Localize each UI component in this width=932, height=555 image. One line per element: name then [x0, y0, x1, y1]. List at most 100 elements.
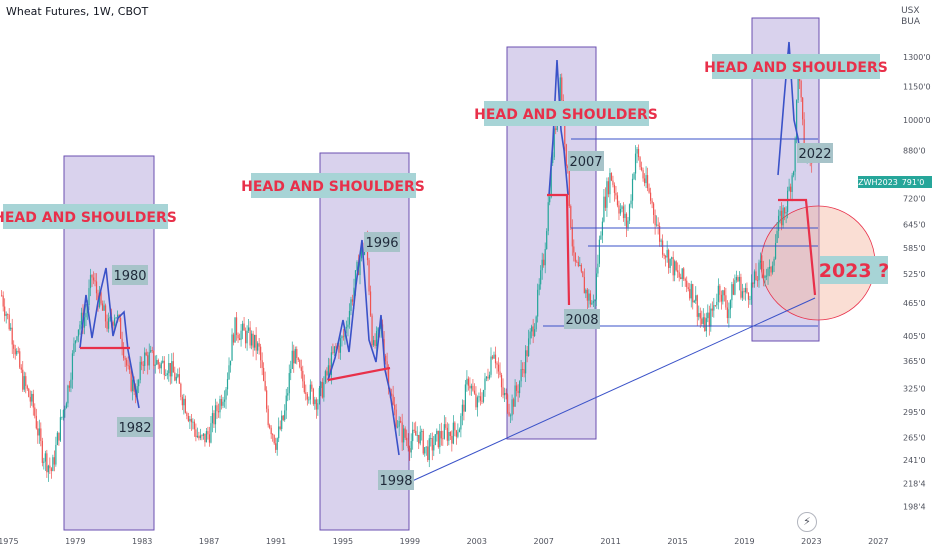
candle-body: [293, 350, 295, 364]
candle-body: [80, 312, 83, 325]
year-label-1982: 1982: [118, 421, 151, 436]
candle-body: [684, 278, 686, 281]
candle-body: [595, 273, 597, 300]
candle-body: [758, 262, 760, 281]
candle-body: [646, 175, 649, 189]
candle-body: [683, 268, 685, 279]
candle-body: [372, 340, 375, 346]
candle-body: [430, 438, 432, 439]
candle-body: [416, 434, 418, 436]
candle-body: [311, 384, 313, 389]
candle-body: [488, 374, 491, 379]
neckline-2008: [547, 193, 571, 306]
currency-line-1: USX: [901, 6, 920, 16]
candle-body: [335, 346, 337, 348]
candle-body: [101, 303, 104, 311]
candle-body: [668, 250, 670, 268]
candle-body: [284, 410, 286, 420]
candle-body: [514, 385, 516, 407]
candle-body: [107, 318, 110, 329]
candle-body: [252, 333, 254, 348]
candle-body: [88, 288, 90, 306]
candle-body: [92, 277, 95, 281]
candle-body: [693, 300, 695, 303]
candle-body: [615, 192, 617, 196]
candle-body: [738, 276, 741, 282]
candle-body: [306, 394, 308, 400]
candle-body: [65, 403, 68, 409]
time-axis[interactable]: 1975 1979 1983 1987 1991 1995 1999 2003 2007 2011…: [0, 537, 888, 546]
candle-body: [14, 348, 16, 355]
candle-body: [443, 424, 445, 439]
candle-body: [552, 157, 554, 163]
candle-body: [744, 288, 747, 293]
candle-body: [199, 435, 202, 439]
candle-body: [577, 262, 579, 267]
candle-body: [725, 295, 727, 308]
candle-body: [704, 317, 706, 332]
candle-body: [464, 384, 466, 412]
candle-body: [451, 435, 453, 444]
candle-body: [589, 293, 591, 305]
candle-body: [159, 364, 161, 369]
candle-body: [612, 180, 614, 185]
candle-body: [38, 428, 40, 436]
candle-body: [171, 361, 173, 377]
candle-body: [67, 385, 69, 404]
candle-body: [520, 369, 522, 382]
candle-body: [189, 418, 191, 422]
candle-body: [369, 291, 372, 316]
candle-body: [220, 399, 223, 406]
candle-body: [610, 172, 613, 181]
candle-body: [526, 350, 528, 357]
candle-body: [321, 382, 323, 398]
lightning-icon[interactable]: ⚡: [797, 512, 817, 532]
hs-label-bg-4: [712, 54, 880, 79]
candle-body: [485, 376, 488, 379]
candle-body: [52, 457, 54, 472]
candle-body: [547, 202, 549, 232]
candle-body: [419, 431, 421, 444]
candle-body: [2, 295, 4, 307]
y-tick-label: 198'4: [903, 503, 926, 512]
year-label-1996: 1996: [365, 236, 398, 251]
candle-body: [687, 287, 689, 290]
candle-body: [653, 203, 655, 215]
candle-body: [79, 324, 81, 330]
candle-body: [205, 431, 208, 443]
candle-body: [192, 421, 194, 423]
candle-body: [625, 213, 628, 228]
candle-body: [413, 429, 415, 431]
candle-body: [207, 431, 209, 435]
candle-body: [643, 178, 646, 184]
candle-body: [264, 380, 266, 391]
candle-body: [138, 380, 140, 387]
candle-body: [692, 284, 694, 303]
price-axis[interactable]: 1300'0 1150'0 1000'0 880'0 720'0 645'0 585'0 52…: [895, 0, 932, 550]
candle-body: [281, 415, 283, 429]
x-tick-label: 1995: [333, 537, 353, 546]
candle-body: [469, 385, 471, 389]
candle-body: [241, 323, 244, 331]
price-axis-background: [895, 0, 932, 550]
candle-body: [251, 333, 253, 346]
candle-body: [803, 119, 805, 156]
candle-body: [267, 408, 269, 426]
candle-body: [537, 289, 539, 317]
candle-body: [481, 400, 483, 402]
candle-body: [193, 421, 195, 430]
candle-body: [722, 290, 724, 302]
candle-body: [22, 369, 24, 390]
y-tick-label: 1150'0: [903, 82, 931, 91]
candle-body: [240, 330, 242, 340]
candle-body: [377, 328, 379, 331]
price-tag-bg[interactable]: [898, 176, 932, 188]
candle-body: [388, 368, 390, 390]
candle-body: [83, 317, 86, 328]
candle-series: [1, 69, 813, 482]
candle-body: [294, 349, 296, 364]
candle-body: [156, 360, 158, 365]
candle-body: [278, 426, 280, 439]
